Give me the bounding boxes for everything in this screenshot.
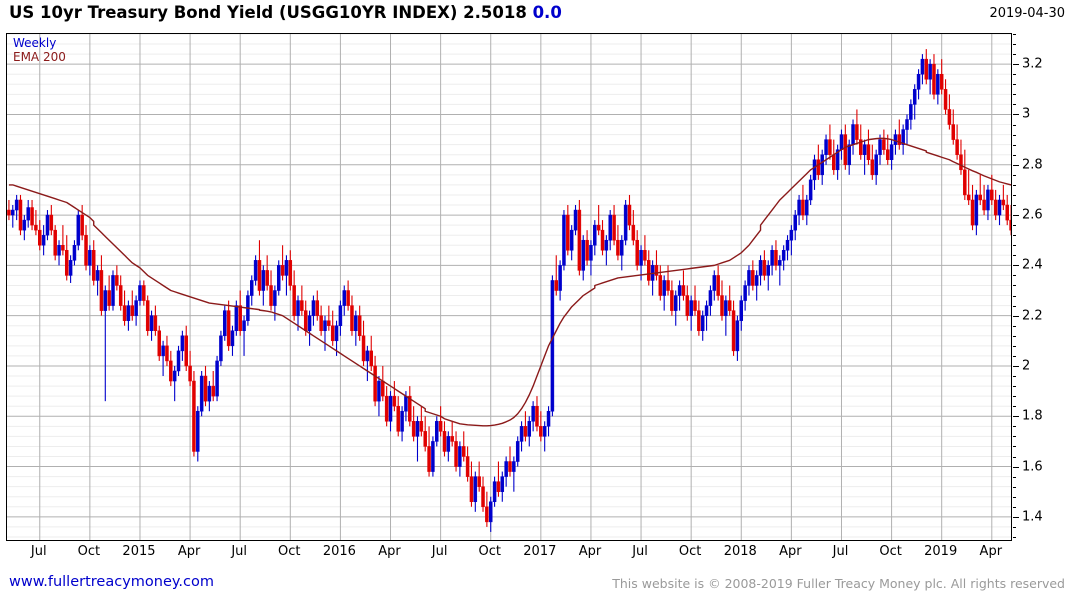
x-tick-label: Jul xyxy=(231,544,248,559)
x-tick-label: Jul xyxy=(30,544,47,559)
y-minor-tick xyxy=(1013,255,1016,257)
x-tick-label: Oct xyxy=(879,544,902,559)
y-minor-tick xyxy=(1013,94,1016,96)
chart-series xyxy=(7,49,1011,532)
y-minor-tick xyxy=(1013,476,1016,478)
y-minor-tick xyxy=(1013,486,1016,488)
x-tick-label: Jul xyxy=(431,544,448,559)
legend-interval: Weekly xyxy=(13,36,57,50)
copyright-notice: This website is © 2008-2019 Fuller Treac… xyxy=(612,576,1065,591)
y-tick-mark xyxy=(1013,215,1019,217)
y-minor-tick xyxy=(1013,84,1016,86)
y-tick-label: 1.6 xyxy=(1022,459,1043,475)
x-tick-label: Jul xyxy=(632,544,648,559)
y-minor-tick xyxy=(1013,184,1016,186)
y-tick-label: 2.8 xyxy=(1022,157,1043,173)
y-tick-label: 1.8 xyxy=(1022,408,1043,424)
y-minor-tick xyxy=(1013,506,1016,508)
y-tick-mark xyxy=(1013,114,1019,116)
x-tick-label: Apr xyxy=(378,544,401,559)
x-tick-label: 2015 xyxy=(122,544,156,559)
y-tick-mark xyxy=(1013,466,1019,468)
y-minor-tick xyxy=(1013,245,1016,247)
y-tick-mark xyxy=(1013,164,1019,166)
y-minor-tick xyxy=(1013,44,1016,46)
x-tick-label: Oct xyxy=(678,544,702,559)
y-tick-label: 2 xyxy=(1022,358,1031,374)
chart-footer: www.fullertreacymoney.com This website i… xyxy=(0,572,1075,598)
y-minor-tick xyxy=(1013,285,1016,287)
chart-header: US 10yr Treasury Bond Yield (USGG10YR IN… xyxy=(0,0,1075,28)
y-minor-tick xyxy=(1013,345,1016,347)
y-minor-tick xyxy=(1013,235,1016,237)
x-tick-label: Oct xyxy=(478,544,501,559)
y-minor-tick xyxy=(1013,335,1016,337)
y-minor-tick xyxy=(1013,536,1016,538)
x-tick-label: Oct xyxy=(278,544,301,559)
site-url[interactable]: www.fullertreacymoney.com xyxy=(9,574,214,590)
x-tick-label: Apr xyxy=(779,544,802,559)
y-tick-label: 2.2 xyxy=(1022,308,1043,324)
y-minor-tick xyxy=(1013,124,1016,126)
y-tick-mark xyxy=(1013,315,1019,317)
x-tick-label: 2016 xyxy=(322,544,356,559)
chart-canvas[interactable]: Weekly EMA 200 xyxy=(6,33,1012,541)
y-tick-label: 1.4 xyxy=(1022,509,1043,525)
y-minor-tick xyxy=(1013,134,1016,136)
y-minor-tick xyxy=(1013,396,1016,398)
y-minor-tick xyxy=(1013,225,1016,227)
y-minor-tick xyxy=(1013,355,1016,357)
instrument-name: US 10yr Treasury Bond Yield (USGG10YR IN… xyxy=(9,3,458,22)
x-tick-label: 2017 xyxy=(523,544,557,559)
x-tick-label: 2018 xyxy=(723,544,757,559)
legend-ema-200: EMA 200 xyxy=(13,50,66,65)
y-minor-tick xyxy=(1013,446,1016,448)
y-minor-tick xyxy=(1013,174,1016,176)
y-minor-tick xyxy=(1013,194,1016,196)
y-minor-tick xyxy=(1013,74,1016,76)
last-price: 2.5018 xyxy=(463,3,527,22)
x-tick-label: Jul xyxy=(832,544,849,559)
y-tick-mark xyxy=(1013,416,1019,418)
y-minor-tick xyxy=(1013,386,1016,388)
y-tick-mark xyxy=(1013,516,1019,518)
y-tick-mark xyxy=(1013,265,1019,267)
x-tick-label: Oct xyxy=(77,544,101,559)
y-minor-tick xyxy=(1013,34,1016,35)
y-tick-label: 2.6 xyxy=(1022,207,1043,223)
y-minor-tick xyxy=(1013,144,1016,146)
as-of-date: 2019-04-30 xyxy=(989,6,1065,21)
y-minor-tick xyxy=(1013,496,1016,498)
y-minor-tick xyxy=(1013,205,1016,206)
y-minor-tick xyxy=(1013,436,1016,438)
chart-plot-area[interactable]: Weekly EMA 200 xyxy=(6,33,1012,541)
chart-legend: Weekly EMA 200 xyxy=(13,36,66,64)
page-title: US 10yr Treasury Bond Yield (USGG10YR IN… xyxy=(9,3,562,22)
y-axis: 1.4 1.6 1.8 2 2.2 2.4 2.6 2.8 3 3.2 xyxy=(1013,33,1073,542)
y-minor-tick xyxy=(1013,275,1016,277)
y-minor-tick xyxy=(1013,305,1016,307)
x-tick-label: Apr xyxy=(578,544,602,559)
x-tick-label: Apr xyxy=(979,544,1003,559)
y-minor-tick xyxy=(1013,426,1016,428)
y-minor-tick xyxy=(1013,54,1016,56)
price-change: 0.0 xyxy=(532,3,562,22)
y-tick-mark xyxy=(1013,365,1019,367)
y-tick-label: 2.4 xyxy=(1022,257,1043,273)
x-tick-label: 2019 xyxy=(924,544,958,559)
y-minor-tick xyxy=(1013,456,1016,458)
y-minor-tick xyxy=(1013,104,1016,106)
y-tick-mark xyxy=(1013,64,1019,66)
x-axis: Jul Oct 2015 Apr Jul Oct 2016 Apr Jul Oct 2017 Apr J… xyxy=(6,544,1012,566)
y-tick-label: 3 xyxy=(1022,106,1031,122)
y-minor-tick xyxy=(1013,295,1016,297)
y-minor-tick xyxy=(1013,154,1016,156)
y-minor-tick xyxy=(1013,526,1016,528)
y-tick-label: 3.2 xyxy=(1022,56,1043,72)
x-tick-label: Apr xyxy=(177,544,201,559)
y-minor-tick xyxy=(1013,406,1016,408)
y-minor-tick xyxy=(1013,376,1016,378)
y-minor-tick xyxy=(1013,325,1016,327)
